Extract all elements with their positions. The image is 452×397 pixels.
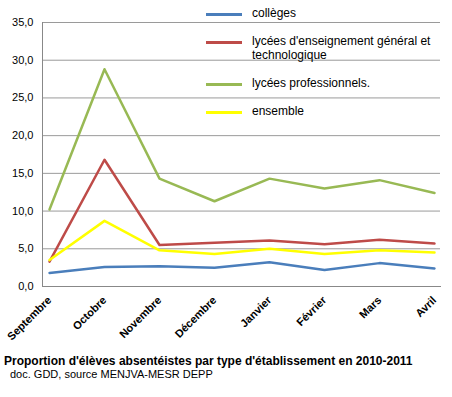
svg-text:Février: Février — [294, 293, 329, 328]
svg-text:Octobre: Octobre — [70, 294, 108, 332]
html-text:ensemble: ensemble — [252, 104, 304, 118]
html-text:doc. GDD, source MENJVA-MESR D: doc. GDD, source MENJVA-MESR DEPP — [10, 368, 213, 380]
svg-text:20,0: 20,0 — [12, 129, 33, 141]
svg-text:Mars: Mars — [357, 294, 384, 321]
svg-text:35,0: 35,0 — [12, 16, 33, 28]
svg-text:Novembre: Novembre — [117, 294, 164, 341]
svg-text:5,0: 5,0 — [18, 242, 33, 254]
svg-text:30,0: 30,0 — [12, 54, 33, 66]
svg-text:Décembre: Décembre — [172, 294, 218, 340]
svg-text:25,0: 25,0 — [12, 91, 33, 103]
html-text:lycées professionnels.: lycées professionnels. — [252, 76, 371, 90]
svg-text:Septembre: Septembre — [5, 294, 54, 343]
svg-text:15,0: 15,0 — [12, 167, 33, 179]
svg-text:10,0: 10,0 — [12, 205, 33, 217]
svg-text:Avril: Avril — [413, 294, 438, 319]
svg-text:Janvier: Janvier — [238, 293, 274, 329]
html-text:collèges: collèges — [252, 6, 296, 20]
html-text:Proportion d'élèves absentéist: Proportion d'élèves absentéistes par typ… — [4, 354, 413, 368]
html-text:lycées d'enseignement général: lycées d'enseignement général et technol… — [252, 34, 431, 62]
svg-text:0,0: 0,0 — [18, 280, 33, 292]
